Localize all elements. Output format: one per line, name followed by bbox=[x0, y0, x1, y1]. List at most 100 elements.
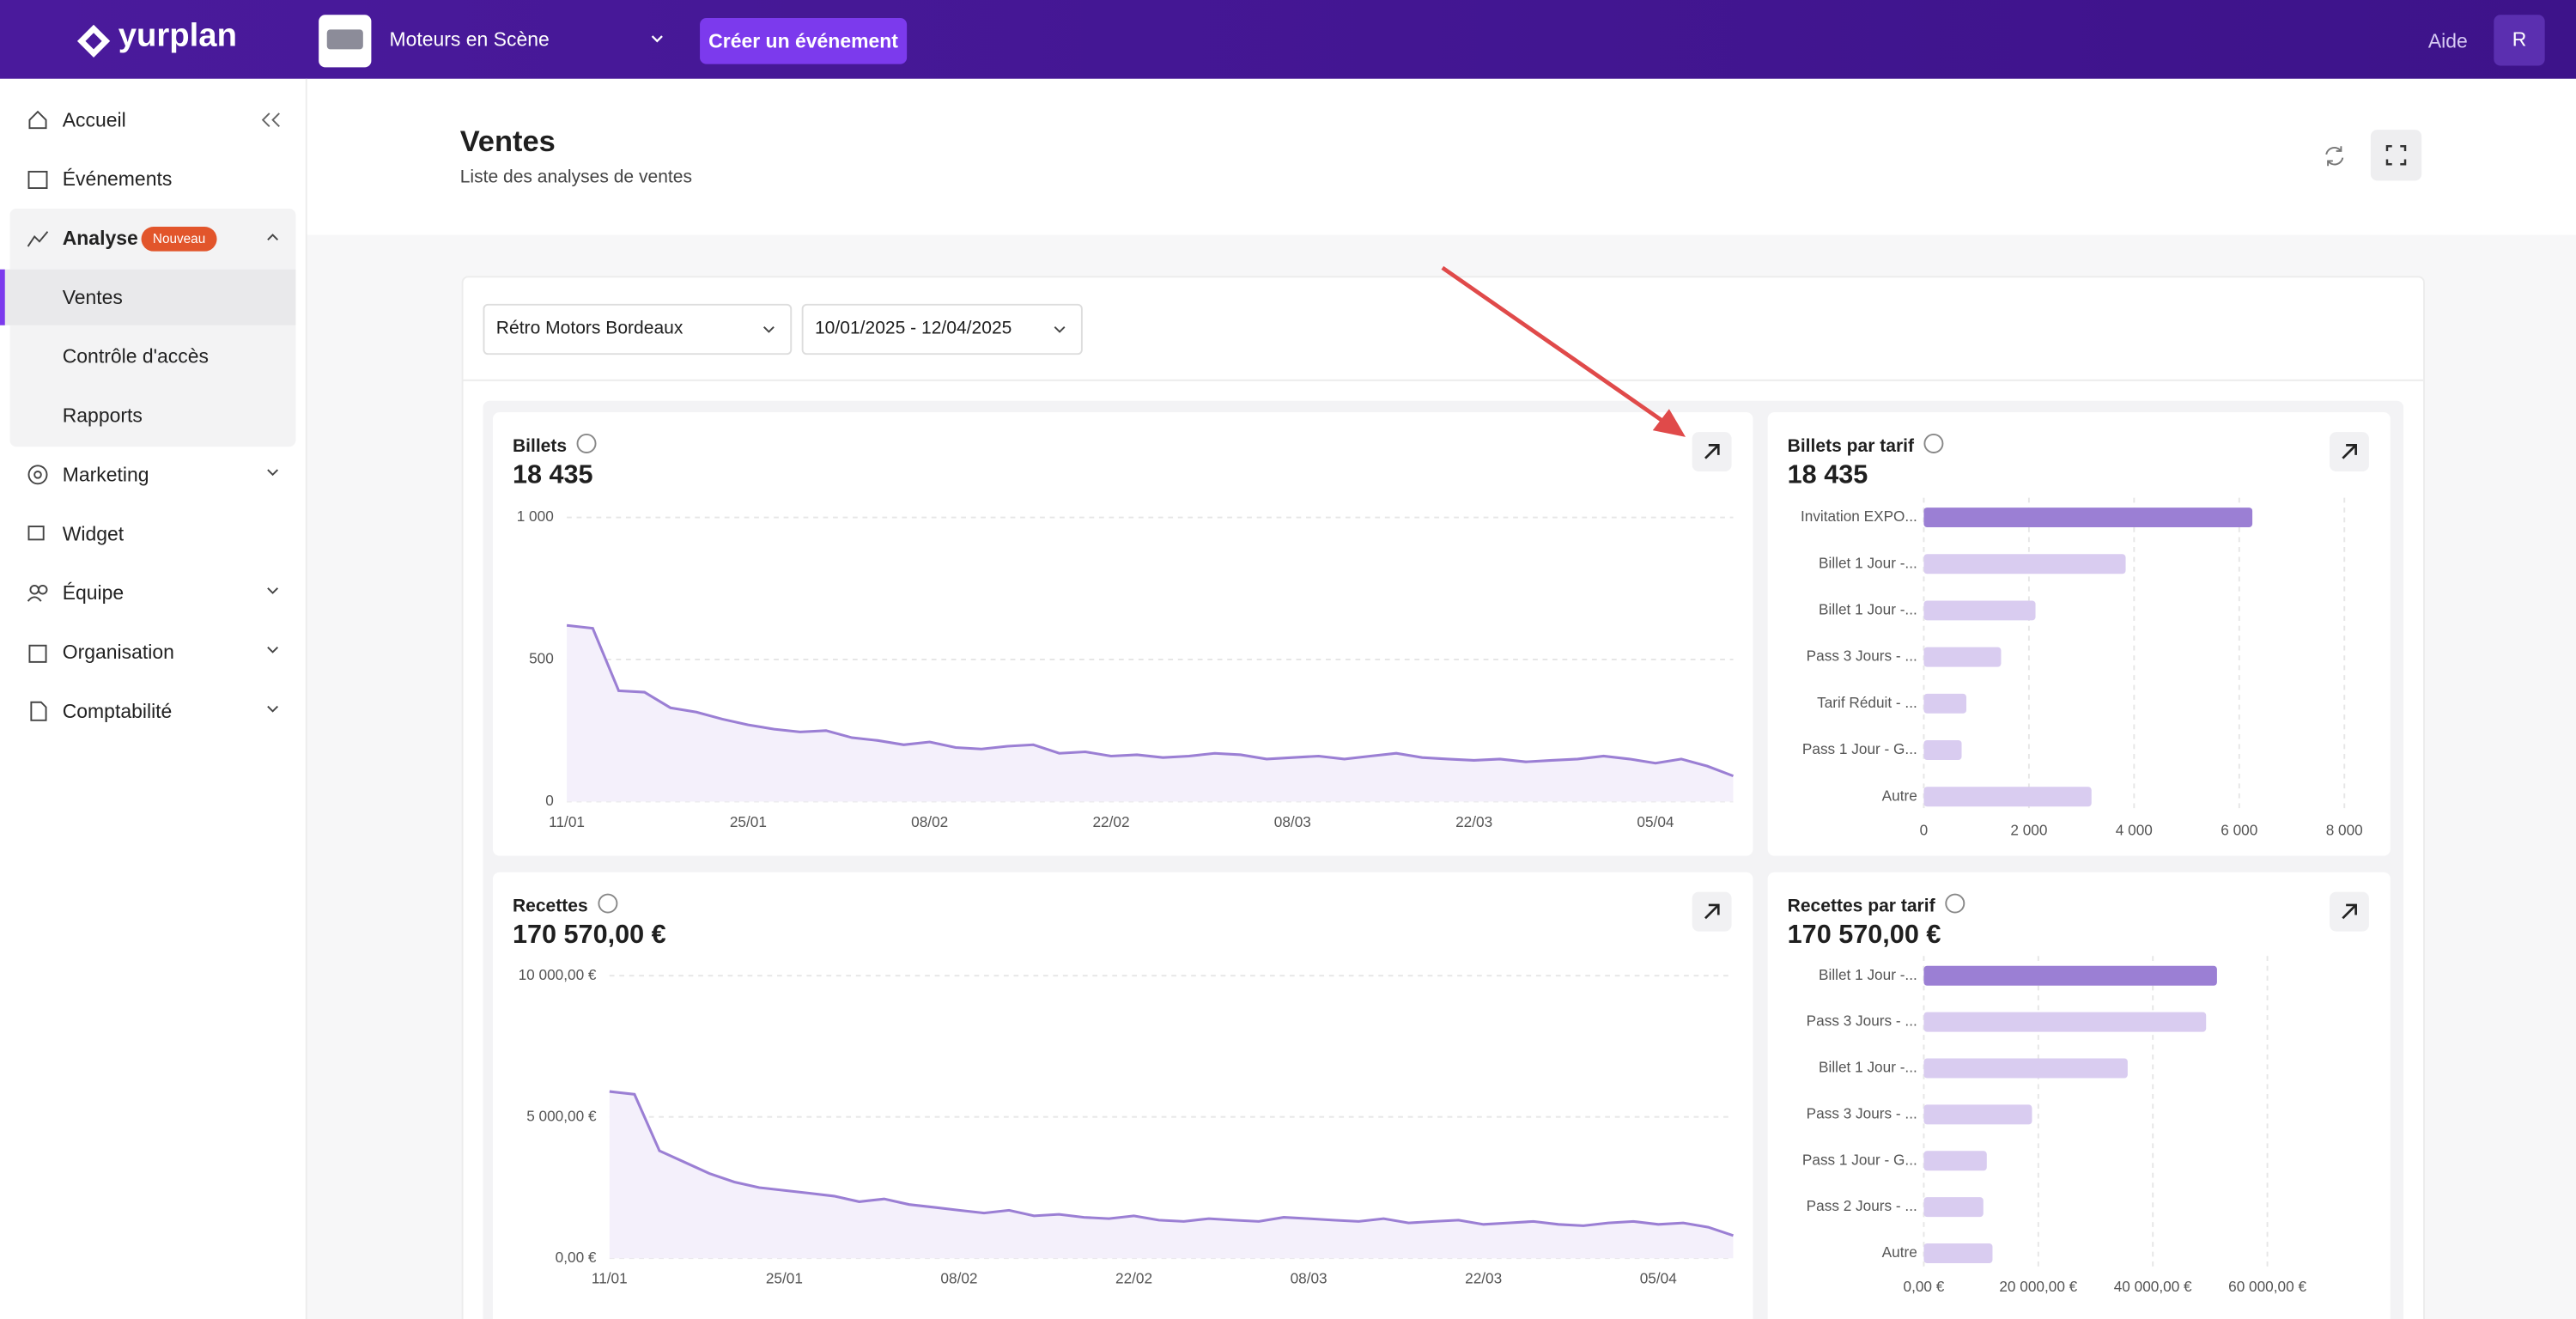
nav-label: Organisation bbox=[62, 641, 174, 664]
help-link[interactable]: Aide bbox=[2427, 29, 2468, 53]
date-range-value: 10/01/2025 - 12/04/2025 bbox=[814, 319, 1012, 339]
chart-title: Billets par tarif bbox=[1788, 433, 1944, 457]
y-tick-label: Invitation EXPO... bbox=[1801, 508, 1917, 525]
y-tick-label: Pass 3 Jours - ... bbox=[1807, 1104, 1917, 1121]
bar bbox=[1923, 647, 2002, 667]
y-tick-label: Tarif Réduit - ... bbox=[1817, 694, 1917, 711]
bar bbox=[1923, 508, 2253, 528]
page-subtitle: Liste des analyses de ventes bbox=[459, 167, 692, 188]
logo[interactable]: yurplan bbox=[118, 18, 237, 55]
bar bbox=[1923, 1151, 1987, 1171]
bar bbox=[1923, 554, 2126, 574]
nav-item[interactable]: Comptabilité bbox=[9, 684, 295, 739]
bar bbox=[1923, 740, 1962, 761]
line-series bbox=[566, 623, 1735, 778]
chart-plot: 0 2 000 4 000 6 000 8 000 Invitation EXPO... B… bbox=[1801, 497, 2363, 838]
nav-label: Widget bbox=[62, 522, 125, 546]
bar bbox=[1923, 693, 1967, 714]
nav-item[interactable]: Rapports bbox=[9, 387, 295, 443]
event-select[interactable]: Rétro Motors Bordeaux bbox=[483, 303, 793, 356]
chart-card: Recettes 170 570,00 € 0,00 € 5 000,00 € 10 0… bbox=[492, 872, 1753, 1319]
line-area bbox=[567, 625, 1734, 802]
x-tick-label: 0 bbox=[1920, 821, 1929, 838]
chart-total: 170 570,00 € bbox=[1787, 921, 1941, 950]
y-tick-label: Billet 1 Jour -... bbox=[1819, 554, 1917, 571]
nav-label: Analyse bbox=[62, 226, 138, 250]
chart-plot: 0,00 € 5 000,00 € 10 000,00 € 11/01 25/01 08/… bbox=[519, 966, 1734, 1287]
y-tick-label: Billet 1 Jour -... bbox=[1819, 966, 1917, 983]
x-tick-label: 08/02 bbox=[940, 1270, 977, 1287]
bar bbox=[1923, 1012, 2207, 1032]
x-tick-label: 22/03 bbox=[1455, 813, 1492, 830]
expand-button[interactable] bbox=[1692, 891, 1732, 932]
nav-label: Comptabilité bbox=[62, 699, 173, 723]
chart-total: 170 570,00 € bbox=[512, 921, 666, 950]
expand-button[interactable] bbox=[2330, 432, 2369, 471]
nav-item[interactable]: Analyse Nouveau bbox=[9, 210, 295, 266]
date-range-select[interactable]: 10/01/2025 - 12/04/2025 bbox=[801, 303, 1083, 356]
expand-button[interactable] bbox=[1692, 432, 1732, 471]
y-tick-label: 500 bbox=[529, 650, 554, 667]
y-tick-label: 1 000 bbox=[517, 508, 554, 525]
org-logo[interactable] bbox=[319, 15, 372, 68]
fullscreen-button[interactable] bbox=[2370, 130, 2422, 181]
logo-icon bbox=[76, 24, 111, 58]
page-header: Ventes Liste des analyses de ventes bbox=[307, 78, 2576, 235]
y-tick-label: 10 000,00 € bbox=[519, 966, 597, 983]
chart-title: Billets bbox=[513, 433, 597, 457]
nav-item-active[interactable]: Ventes bbox=[0, 269, 296, 325]
nav-label: Équipe bbox=[62, 581, 125, 605]
y-tick-label: Autre bbox=[1882, 787, 1917, 804]
nav-label: Contrôle d'accès bbox=[62, 344, 210, 368]
x-tick-label: 05/04 bbox=[1640, 1270, 1677, 1287]
nav-label: Ventes bbox=[62, 285, 123, 309]
x-tick-label: 08/03 bbox=[1274, 813, 1311, 830]
y-tick-label: 5 000,00 € bbox=[526, 1107, 597, 1124]
info-icon bbox=[598, 893, 618, 914]
org-chevron[interactable] bbox=[651, 34, 664, 44]
x-tick-label: 25/01 bbox=[766, 1270, 803, 1287]
info-icon bbox=[1923, 433, 1944, 453]
x-tick-label: 60 000,00 € bbox=[2228, 1278, 2306, 1295]
expand-button[interactable] bbox=[2330, 891, 2369, 932]
x-tick-label: 4 000 bbox=[2116, 821, 2153, 838]
bar bbox=[1923, 1197, 1984, 1218]
y-tick-label: Pass 3 Jours - ... bbox=[1807, 647, 1917, 665]
x-tick-label: 22/02 bbox=[1092, 813, 1129, 830]
x-tick-label: 2 000 bbox=[2010, 821, 2047, 838]
y-tick-label: 0,00 € bbox=[556, 1249, 597, 1266]
collapse-icon[interactable] bbox=[261, 112, 281, 128]
x-tick-label: 25/01 bbox=[730, 813, 767, 830]
x-tick-label: 22/02 bbox=[1115, 1270, 1152, 1287]
nav-item[interactable]: Équipe bbox=[9, 565, 295, 621]
nav-item[interactable]: Accueil bbox=[9, 92, 295, 148]
create-event-button[interactable]: Créer un événement bbox=[700, 18, 908, 64]
chart-plot: 0 500 1 000 11/01 25/01 08/02 22/02 08/03 22/03 0… bbox=[517, 508, 1735, 830]
nav-item[interactable]: Organisation bbox=[9, 624, 295, 680]
chart-title: Recettes bbox=[513, 893, 618, 916]
x-tick-label: 0,00 € bbox=[1904, 1278, 1945, 1295]
avatar[interactable]: R bbox=[2494, 15, 2545, 66]
line-series bbox=[609, 1090, 1734, 1237]
nav-label: Marketing bbox=[62, 463, 149, 487]
nav-label: Accueil bbox=[62, 108, 126, 132]
divider bbox=[463, 379, 2424, 381]
y-tick-label: Billet 1 Jour -... bbox=[1819, 600, 1917, 617]
x-tick-label: 6 000 bbox=[2221, 821, 2257, 838]
nav-item[interactable]: Widget bbox=[9, 506, 295, 562]
chart-title: Recettes par tarif bbox=[1788, 893, 1965, 916]
org-name[interactable]: Moteurs en Scène bbox=[389, 27, 550, 52]
line-area bbox=[609, 1091, 1734, 1259]
chart-card: Billets 18 435 0 500 1 000 11/01 25/01 08/02 22/… bbox=[492, 412, 1753, 856]
nav-item[interactable]: Événements bbox=[9, 151, 295, 207]
y-tick-label: Pass 2 Jours - ... bbox=[1807, 1197, 1917, 1214]
bar bbox=[1923, 600, 2036, 621]
nav-label: Événements bbox=[62, 167, 173, 191]
refresh-button[interactable] bbox=[2323, 144, 2346, 167]
nav-item[interactable]: Contrôle d'accès bbox=[9, 329, 295, 385]
x-tick-label: 22/03 bbox=[1465, 1270, 1502, 1287]
nav-item[interactable]: Marketing bbox=[9, 447, 295, 502]
nav-label: Rapports bbox=[62, 404, 143, 428]
bar bbox=[1923, 965, 2217, 986]
